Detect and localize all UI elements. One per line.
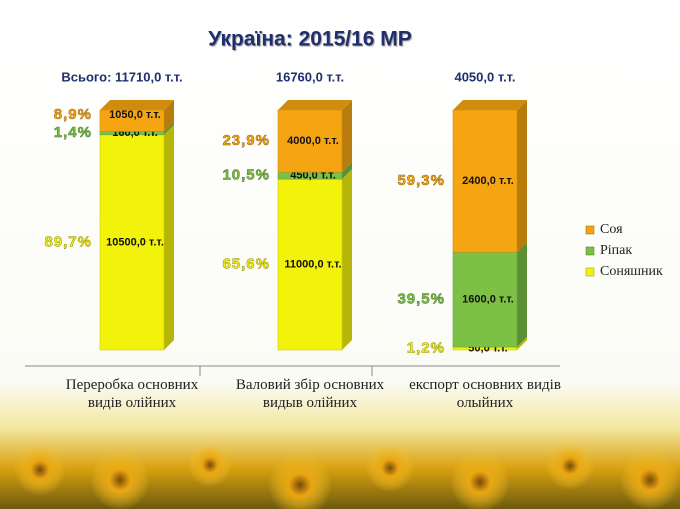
total-label: Всього: 11710,0 т.т. (61, 69, 182, 84)
legend-label: Соя (600, 222, 623, 237)
bar-side (342, 162, 352, 180)
legend-swatch (585, 267, 595, 277)
bar-side (164, 124, 174, 350)
legend-label: Соняшник (600, 264, 663, 279)
bar-side (164, 100, 174, 132)
bar-top (100, 100, 174, 110)
bar-top (278, 100, 352, 110)
x-tick-label: Валовий збір основних видыв олійних (235, 377, 385, 411)
value-label: 1600,0 т.т. (462, 294, 514, 306)
value-label: 2400,0 т.т. (462, 175, 514, 187)
percent-label: 8,9% (54, 106, 92, 123)
bar (99, 134, 165, 351)
x-tick-label: Переробка основних видів олійних (65, 377, 199, 411)
value-label: 1050,0 т.т. (109, 109, 161, 121)
percent-label: 89,7% (44, 233, 92, 250)
legend-swatch (585, 225, 595, 235)
percent-label: 1,4% (54, 124, 92, 141)
bar-side (342, 100, 352, 173)
bar (452, 109, 518, 253)
legend-label: Ріпак (600, 243, 632, 258)
bar-side (164, 121, 174, 135)
total-label: 4050,0 т.т. (454, 69, 515, 84)
sunflowers (14, 442, 680, 509)
bar-side (517, 337, 527, 350)
bar-side (517, 100, 527, 253)
legend-swatch (585, 246, 595, 256)
total-label: 16760,0 т.т. (276, 69, 344, 84)
bar-top (453, 100, 527, 110)
percent-label: 10,5% (222, 167, 270, 184)
bar-side (342, 169, 352, 350)
percent-label: 23,9% (222, 132, 270, 149)
bar-side (517, 242, 527, 348)
value-label: 450,0 т.т. (290, 170, 336, 182)
percent-label: 1,2% (407, 339, 445, 356)
x-tick-label: експорт основних видів олыйних (409, 377, 561, 411)
value-label: 11000,0 т.т. (284, 258, 341, 270)
value-label: 10500,0 т.т. (106, 236, 164, 248)
percent-label: 65,6% (222, 256, 270, 273)
chart-title: Україна: 2015/16 МР (208, 28, 412, 51)
value-label: 4000,0 т.т. (287, 135, 339, 147)
percent-label: 39,5% (397, 291, 445, 308)
percent-label: 59,3% (397, 172, 445, 189)
bar (452, 251, 518, 348)
